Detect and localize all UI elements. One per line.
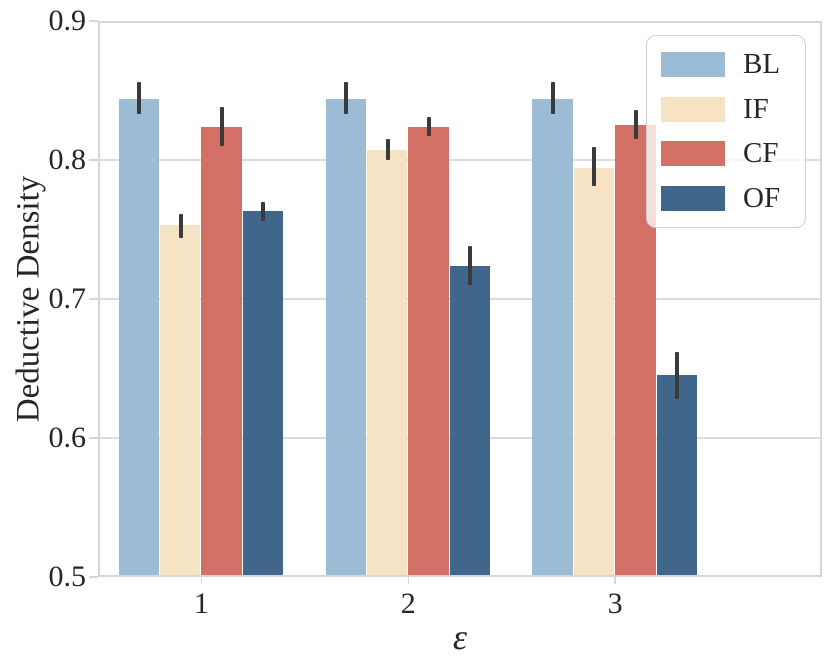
legend-label: CF xyxy=(743,137,779,170)
error-bar-BL-3 xyxy=(551,82,556,115)
bar-OF-3 xyxy=(656,375,697,575)
legend-item-BL: BL xyxy=(661,50,789,79)
error-bar-CF-1 xyxy=(220,107,225,147)
bar-BL-1 xyxy=(118,98,160,575)
error-bar-OF-1 xyxy=(261,201,266,222)
error-bar-BL-1 xyxy=(137,82,142,115)
bar-BL-2 xyxy=(325,98,366,575)
x-tick-label: 2 xyxy=(400,587,416,620)
y-tick-0.9 xyxy=(89,20,98,22)
y-tick-label: 0.5 xyxy=(48,560,87,593)
error-bar-CF-2 xyxy=(426,116,431,137)
x-tick-2 xyxy=(407,577,410,584)
legend-swatch-CF xyxy=(661,141,725,167)
x-tick-3 xyxy=(614,577,616,584)
y-tick-0.7 xyxy=(89,298,98,300)
x-tick-label: 3 xyxy=(607,587,623,620)
legend-label: OF xyxy=(743,181,781,214)
x-tick-label: 1 xyxy=(193,587,209,620)
x-axis-label: ε xyxy=(452,617,468,657)
x-tick-1 xyxy=(200,577,203,584)
error-bar-IF-1 xyxy=(178,214,183,238)
bar-IF-2 xyxy=(366,150,408,575)
bar-OF-1 xyxy=(242,211,284,575)
legend-label: BL xyxy=(743,48,781,80)
legend-swatch-BL xyxy=(661,52,725,77)
error-bar-IF-3 xyxy=(592,147,597,187)
bar-IF-1 xyxy=(160,225,201,575)
bar-BL-3 xyxy=(532,98,573,575)
legend-item-CF: CF xyxy=(661,139,789,168)
legend: BL IF CF OF xyxy=(646,35,806,228)
bar-CF-1 xyxy=(201,126,242,575)
y-tick-0.6 xyxy=(89,437,98,439)
y-tick-label: 0.7 xyxy=(48,282,87,315)
legend-swatch-IF xyxy=(661,96,725,122)
gridline-0.8 xyxy=(98,159,822,161)
legend-label: IF xyxy=(743,92,769,125)
y-tick-0.5 xyxy=(89,576,98,578)
error-bar-BL-2 xyxy=(344,82,349,115)
error-bar-OF-2 xyxy=(468,246,473,286)
y-tick-0.8 xyxy=(89,159,98,161)
bar-CF-2 xyxy=(408,126,449,575)
legend-item-IF: IF xyxy=(661,92,789,125)
y-tick-label: 0.6 xyxy=(48,421,87,454)
legend-swatch-OF xyxy=(661,185,725,211)
y-tick-label: 0.8 xyxy=(48,143,87,176)
bar-IF-3 xyxy=(573,168,615,575)
bar-OF-2 xyxy=(449,265,491,575)
error-bar-OF-3 xyxy=(675,351,680,400)
legend-item-OF: OF xyxy=(661,181,789,214)
error-bar-IF-2 xyxy=(385,139,390,160)
y-tick-label: 0.9 xyxy=(48,4,87,37)
error-bar-CF-3 xyxy=(633,109,638,140)
